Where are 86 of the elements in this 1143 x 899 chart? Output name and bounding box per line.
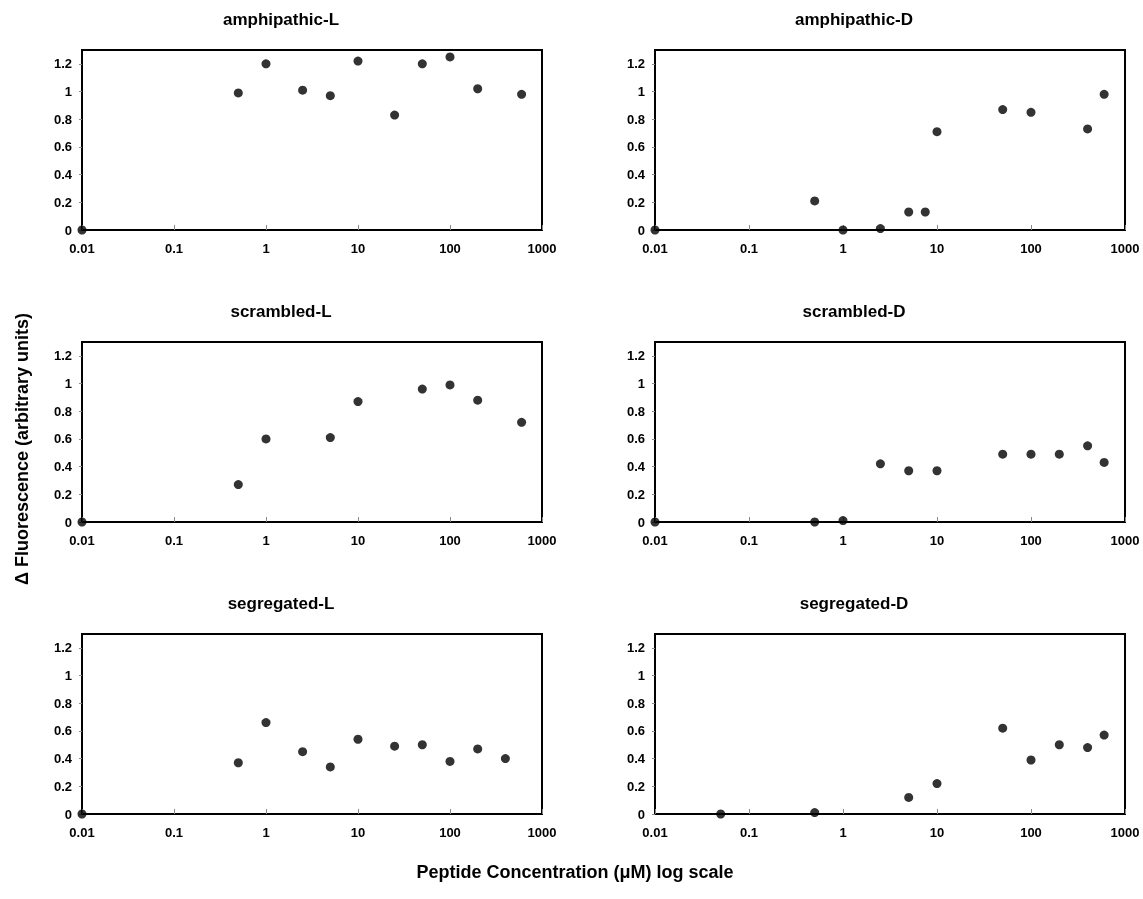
y-tick-label: 0.6 (53, 723, 72, 739)
y-tick-label: 1.2 (626, 348, 645, 364)
y-tick-label: 0.8 (53, 403, 72, 419)
chart-title: segregated-D (799, 594, 909, 613)
x-tick-label: 0.1 (164, 241, 184, 256)
y-tick-label: 0.6 (53, 139, 72, 155)
chart-title: scrambled-L (230, 302, 332, 321)
x-tick-label: 100 (439, 241, 461, 256)
x-tick-label: 1000 (527, 825, 557, 840)
x-tick-label: 0.01 (69, 533, 95, 548)
y-tick-label: 0.2 (53, 194, 72, 210)
x-tick-label: 100 (1020, 533, 1042, 548)
y-tick-label: 0.4 (53, 167, 73, 183)
y-tick-label: 0.4 (53, 459, 73, 475)
y-tick-label: 0.8 (53, 695, 72, 711)
x-tick-label: 0.1 (739, 825, 759, 840)
y-tick-label: 0.4 (626, 167, 646, 183)
y-tick-label: 1.2 (53, 348, 72, 364)
x-tick-label: 1 (839, 533, 847, 548)
y-tick-label: 1 (637, 376, 645, 392)
y-tick-label: 0 (64, 806, 72, 822)
y-tick-label: 0.4 (53, 751, 73, 767)
x-tick-label: 1000 (527, 533, 557, 548)
y-tick-label: 0.8 (53, 111, 72, 127)
x-tick-label: 1000 (1110, 825, 1140, 840)
x-tick-label: 1000 (1110, 241, 1140, 256)
x-tick-label: 1 (262, 533, 270, 548)
y-tick-label: 0.6 (626, 139, 645, 155)
y-tick-label: 1.2 (53, 56, 72, 72)
y-tick-label: 1 (637, 84, 645, 100)
y-tick-label: 0.2 (626, 486, 645, 502)
y-tick-label: 1.2 (626, 640, 645, 656)
chart-title: amphipathic-D (794, 10, 914, 29)
x-tick-label: 0.01 (69, 241, 95, 256)
x-tick-label: 0.01 (642, 825, 668, 840)
x-tick-label: 0.1 (739, 533, 759, 548)
x-tick-label: 1 (262, 825, 270, 840)
y-tick-label: 1.2 (626, 56, 645, 72)
y-tick-label: 0 (637, 222, 645, 238)
x-tick-label: 0.1 (164, 825, 184, 840)
y-tick-label: 1 (64, 376, 72, 392)
chart-title: amphipathic-L (222, 10, 340, 29)
y-tick-label: 0 (64, 514, 72, 530)
y-tick-label: 0.6 (626, 431, 645, 447)
y-tick-label: 0.4 (626, 459, 646, 475)
y-tick-label: 0 (637, 806, 645, 822)
y-tick-label: 0.2 (626, 778, 645, 794)
x-tick-label: 1 (839, 241, 847, 256)
x-tick-label: 10 (350, 533, 366, 548)
x-tick-label: 1000 (1110, 533, 1140, 548)
y-tick-label: 0.8 (626, 695, 645, 711)
x-tick-label: 100 (439, 533, 461, 548)
y-tick-label: 0.2 (53, 778, 72, 794)
y-tick-label: 1 (64, 668, 72, 684)
x-tick-label: 10 (350, 241, 366, 256)
y-tick-label: 1 (637, 668, 645, 684)
y-tick-label: 0.2 (53, 486, 72, 502)
y-tick-label: 0.6 (53, 431, 72, 447)
y-tick-label: 0 (64, 222, 72, 238)
x-tick-label: 0.01 (642, 533, 668, 548)
chart-title: segregated-L (227, 594, 335, 613)
y-axis-title: Δ Fluorescence (arbitrary units) (11, 312, 33, 586)
x-axis-title: Peptide Concentration (μM) log scale (416, 861, 734, 883)
x-tick-label: 1 (262, 241, 270, 256)
x-tick-label: 0.01 (69, 825, 95, 840)
x-tick-label: 100 (1020, 241, 1042, 256)
x-tick-label: 10 (929, 241, 945, 256)
x-tick-label: 0.01 (642, 241, 668, 256)
y-tick-label: 0.8 (626, 111, 645, 127)
x-tick-label: 10 (929, 825, 945, 840)
x-tick-label: 100 (1020, 825, 1042, 840)
chart-title: scrambled-D (802, 302, 906, 321)
y-tick-label: 0.2 (626, 194, 645, 210)
x-tick-label: 0.1 (739, 241, 759, 256)
x-tick-label: 100 (439, 825, 461, 840)
x-tick-label: 10 (350, 825, 366, 840)
y-tick-label: 0.4 (626, 751, 646, 767)
x-tick-label: 0.1 (164, 533, 184, 548)
x-tick-label: 1000 (527, 241, 557, 256)
y-tick-label: 0.6 (626, 723, 645, 739)
x-tick-label: 10 (929, 533, 945, 548)
x-tick-label: 1 (839, 825, 847, 840)
y-tick-label: 0 (637, 514, 645, 530)
y-tick-label: 1.2 (53, 640, 72, 656)
y-tick-label: 0.8 (626, 403, 645, 419)
y-tick-label: 1 (64, 84, 72, 100)
